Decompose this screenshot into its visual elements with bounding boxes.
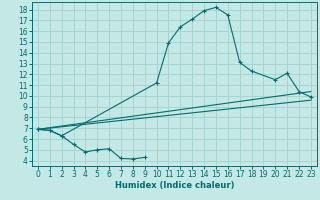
X-axis label: Humidex (Indice chaleur): Humidex (Indice chaleur): [115, 181, 234, 190]
